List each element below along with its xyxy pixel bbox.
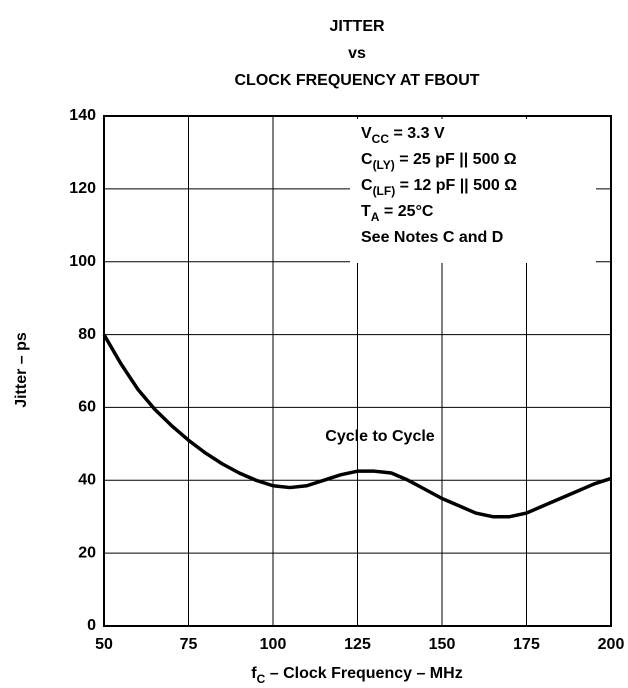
annotation-main: C [361, 151, 373, 168]
x-axis-label: fC – Clock Frequency – MHz [251, 665, 462, 686]
x-tick-label: 150 [429, 636, 456, 653]
chart-title: CLOCK FREQUENCY AT FBOUT [234, 72, 479, 89]
annotation-sub: A [371, 210, 380, 224]
annotation-tail: = 25°C [379, 203, 433, 220]
annotation: C(LY) = 25 pF || 500 Ω [361, 151, 517, 172]
x-axis-label-sub: C [257, 672, 266, 686]
x-tick-label: 100 [260, 636, 287, 653]
annotation-tail: = 25 pF || 500 Ω [395, 151, 517, 168]
y-tick-label: 120 [69, 180, 96, 197]
x-tick-label: 50 [95, 636, 113, 653]
annotation-background [350, 119, 596, 263]
y-tick-label: 60 [78, 399, 96, 416]
x-tick-label: 125 [344, 636, 371, 653]
chart-title: JITTER [329, 18, 385, 35]
y-tick-label: 40 [78, 472, 96, 489]
annotation-main: T [361, 203, 371, 220]
y-tick-label: 140 [69, 107, 96, 124]
annotation-main: See Notes C and D [361, 229, 503, 246]
chart-title: vs [348, 45, 366, 62]
annotation-sub: (LF) [373, 184, 396, 198]
y-axis-label: Jitter – ps [13, 332, 30, 408]
y-tick-label: 0 [87, 617, 96, 634]
y-tick-label: 100 [69, 253, 96, 270]
y-tick-label: 20 [78, 544, 96, 561]
annotation: VCC = 3.3 V [361, 125, 445, 146]
series-line [102, 333, 612, 519]
annotation-sub: (LY) [373, 158, 395, 172]
annotation-tail: = 12 pF || 500 Ω [395, 177, 517, 194]
plot-frame [103, 115, 612, 627]
annotation: See Notes C and D [361, 229, 503, 246]
y-tick-label: 80 [78, 326, 96, 343]
annotation-main: V [361, 125, 372, 142]
series-label: Cycle to Cycle [325, 428, 434, 445]
annotation: C(LF) = 12 pF || 500 Ω [361, 177, 517, 198]
x-axis-label-tail: – Clock Frequency – MHz [265, 665, 462, 682]
x-tick-label: 175 [513, 636, 540, 653]
x-axis-label-main: f [251, 665, 257, 682]
x-tick-label: 200 [598, 636, 625, 653]
annotation: TA = 25°C [361, 203, 434, 224]
annotation-sub: CC [372, 132, 390, 146]
annotation-tail: = 3.3 V [389, 125, 445, 142]
x-tick-label: 75 [180, 636, 198, 653]
annotation-main: C [361, 177, 373, 194]
